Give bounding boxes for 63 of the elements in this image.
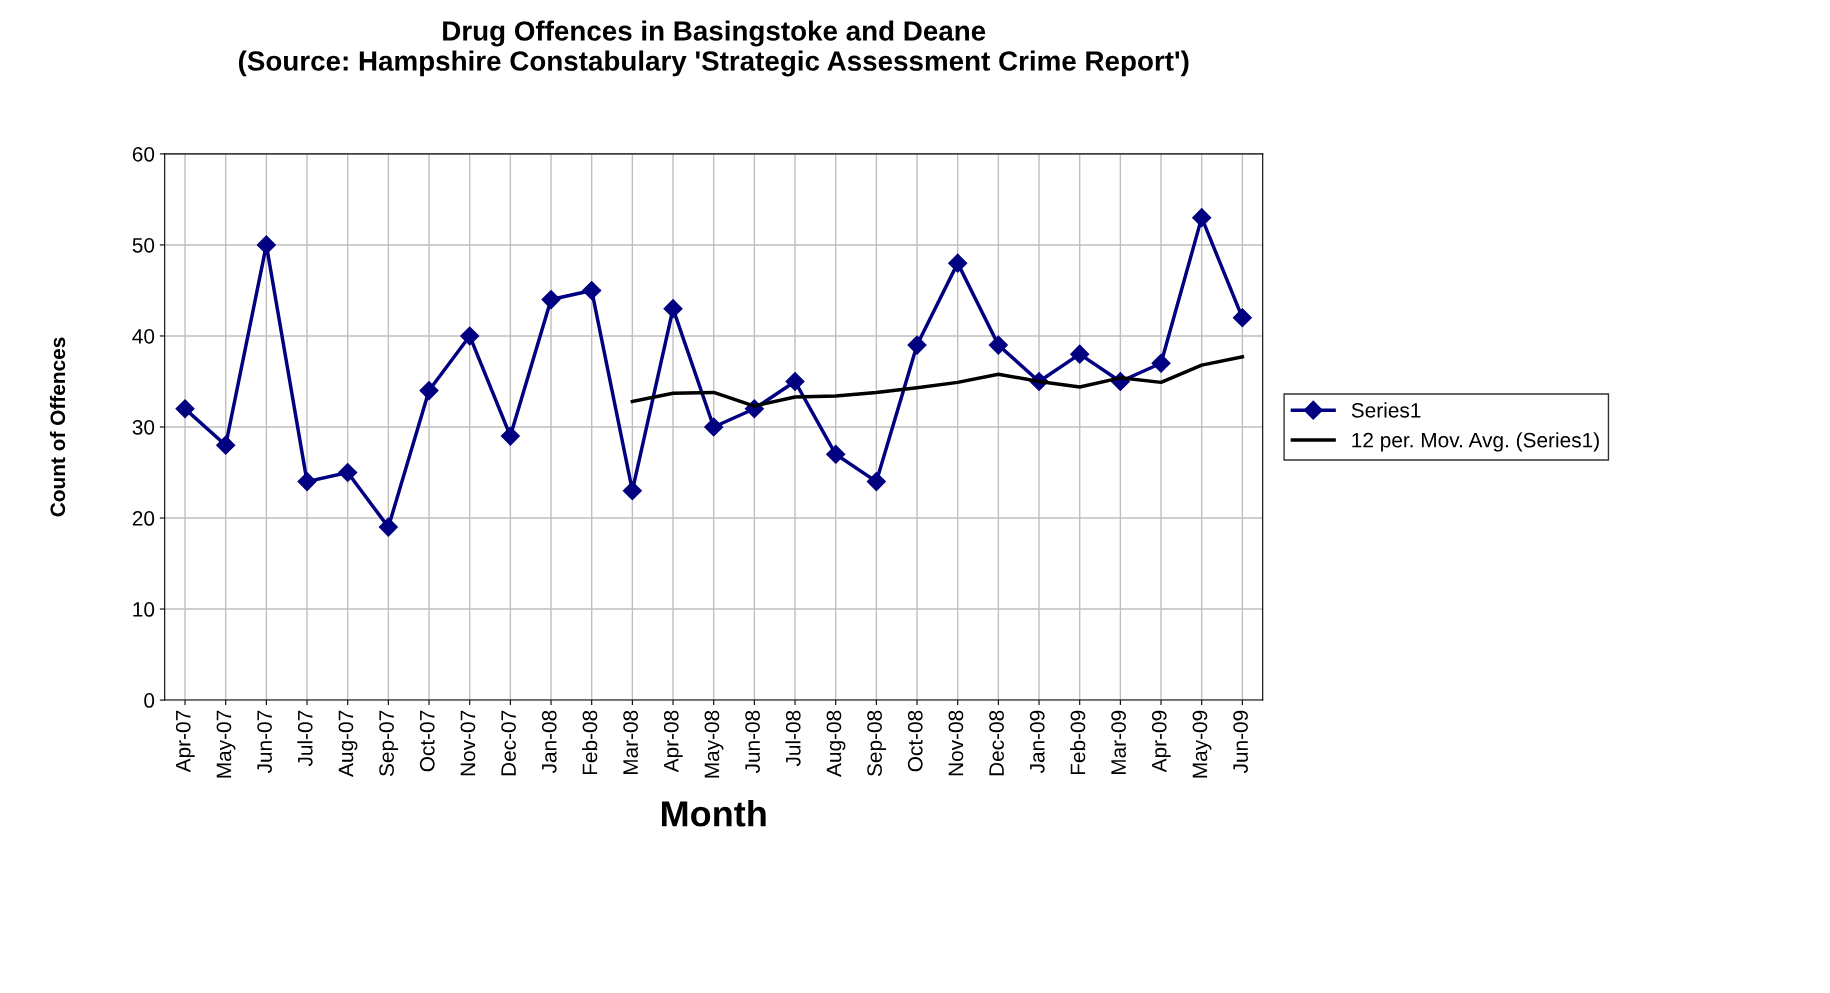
x-tick-label: Sep-07 bbox=[379, 710, 399, 777]
point bbox=[663, 299, 683, 319]
x-tick-label: Oct-08 bbox=[907, 710, 923, 772]
x-tick-label: Jan-08 bbox=[541, 710, 557, 774]
chart-title: Drug Offences in Basingstoke and Deane (Source: Hampshire Constabulary 'Strategic Assessment Crime Report') bbox=[238, 20, 1189, 77]
y-tick-label: 50 bbox=[132, 237, 155, 253]
x-tick-label: May-08 bbox=[704, 710, 724, 778]
point bbox=[1192, 208, 1212, 228]
y-tick-label: 40 bbox=[132, 328, 155, 344]
x-tick-label: May-07 bbox=[216, 710, 236, 778]
point bbox=[1151, 353, 1171, 373]
point bbox=[460, 326, 480, 346]
x-tick-label: Jun-09 bbox=[1233, 710, 1248, 774]
x-tick-label: Mar-09 bbox=[1111, 710, 1126, 775]
x-tick-label: May-09 bbox=[1192, 710, 1212, 778]
point bbox=[704, 417, 724, 437]
x-tick-label: Sep-08 bbox=[867, 710, 887, 777]
x-tick-label: Apr-08 bbox=[663, 710, 683, 773]
point bbox=[297, 472, 317, 492]
point bbox=[1232, 308, 1252, 328]
x-tick-label: Jan-09 bbox=[1029, 710, 1045, 774]
y-axis-title: Count of Offences bbox=[49, 337, 66, 517]
point bbox=[1070, 344, 1090, 364]
y-tick-label: 30 bbox=[132, 419, 155, 435]
point bbox=[582, 280, 602, 300]
legend-label: 12 per. Mov. Avg. (Series1) bbox=[1352, 432, 1599, 452]
x-tick-label: Apr-07 bbox=[175, 710, 195, 773]
x-tick-label: Aug-08 bbox=[826, 710, 846, 777]
point bbox=[907, 335, 927, 355]
x-tick-label: Feb-08 bbox=[581, 710, 598, 775]
point bbox=[378, 517, 398, 537]
y-tick-label: 0 bbox=[144, 693, 155, 708]
point bbox=[826, 444, 846, 464]
x-tick-label: Jul-08 bbox=[785, 710, 801, 767]
point bbox=[216, 435, 236, 455]
point bbox=[785, 371, 805, 392]
x-tick-label: Dec-07 bbox=[501, 710, 516, 776]
legend-label: Series1 bbox=[1351, 402, 1421, 418]
y-tick-label: 20 bbox=[132, 511, 155, 526]
point bbox=[500, 426, 520, 446]
x-tick-label: Aug-07 bbox=[338, 710, 358, 777]
x-tick-label: Jun-08 bbox=[745, 710, 760, 774]
point bbox=[948, 253, 968, 273]
y-tick-label: 10 bbox=[133, 602, 155, 617]
point bbox=[622, 481, 642, 501]
point bbox=[419, 381, 439, 401]
y-tick-label: 60 bbox=[132, 146, 155, 162]
x-tick-label: Feb-09 bbox=[1069, 710, 1086, 775]
point bbox=[175, 399, 195, 419]
x-tick-label: Mar-08 bbox=[623, 710, 638, 775]
x-axis-title: Month bbox=[661, 800, 766, 827]
point bbox=[256, 235, 276, 255]
x-tick-label: Nov-08 bbox=[948, 710, 964, 776]
x-tick-label: Jul-07 bbox=[297, 710, 313, 767]
x-tick-label: Oct-07 bbox=[419, 710, 435, 772]
x-tick-label: Nov-07 bbox=[460, 710, 476, 776]
x-tick-label: Jun-07 bbox=[257, 710, 272, 774]
point bbox=[338, 462, 358, 483]
point bbox=[866, 472, 886, 492]
x-tick-label: Dec-08 bbox=[989, 710, 1004, 776]
x-tick-label: Apr-09 bbox=[1151, 710, 1171, 773]
point bbox=[541, 290, 561, 310]
point bbox=[988, 335, 1008, 355]
